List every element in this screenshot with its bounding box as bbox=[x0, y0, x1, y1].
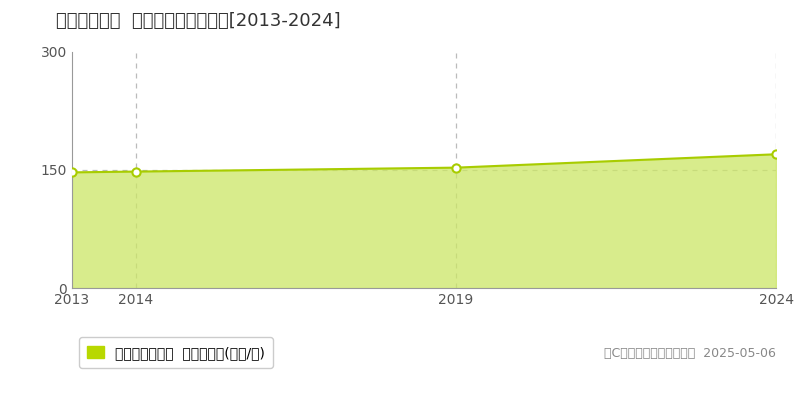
Text: 茨木市若草町  マンション価格推移[2013-2024]: 茨木市若草町 マンション価格推移[2013-2024] bbox=[56, 12, 341, 30]
Point bbox=[66, 169, 78, 176]
Point bbox=[130, 168, 142, 175]
Point bbox=[450, 164, 462, 171]
Text: （C）土地価格ドットコム  2025-05-06: （C）土地価格ドットコム 2025-05-06 bbox=[604, 347, 776, 360]
Point bbox=[770, 151, 782, 158]
Legend: マンション価格  平均坪単価(万円/坪): マンション価格 平均坪単価(万円/坪) bbox=[79, 338, 274, 368]
